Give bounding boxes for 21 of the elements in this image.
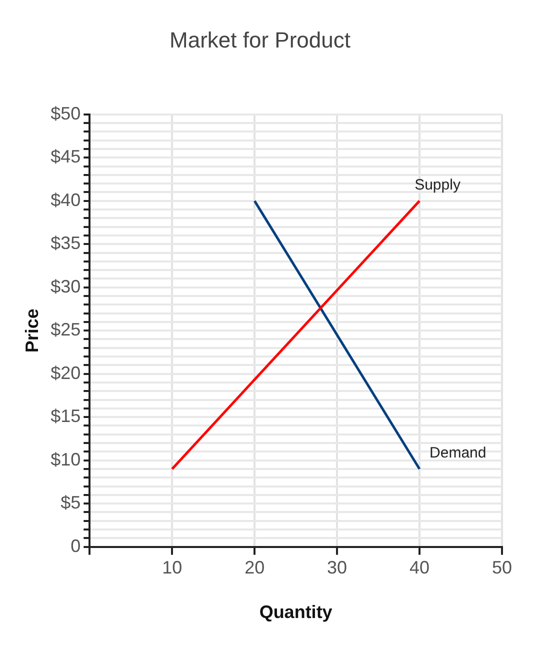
y-tick-label: $40 [50, 190, 81, 210]
y-tick-label: $20 [50, 362, 81, 383]
y-tick-label: $15 [50, 406, 81, 426]
x-axis-title: Quantity [259, 602, 332, 622]
series-label: Demand [430, 444, 486, 462]
y-tick-label: $25 [50, 320, 81, 340]
y-tick-label: $5 [60, 492, 81, 513]
y-tick-label: $30 [50, 276, 81, 296]
y-tick-label: 0 [70, 536, 81, 556]
y-axis-title: Price [22, 308, 42, 353]
chart-title: Market for Product [170, 27, 350, 52]
y-tick-label: $35 [50, 233, 81, 254]
x-tick-label: 10 [162, 558, 182, 578]
x-tick-label: 40 [410, 558, 430, 578]
y-tick-label: $10 [50, 449, 81, 470]
series-label: Supply [414, 176, 461, 194]
x-tick-label: 30 [327, 558, 348, 578]
y-tick-label: $45 [50, 146, 81, 167]
x-tick-label: 20 [244, 558, 265, 578]
x-tick-label: 50 [492, 558, 512, 578]
y-tick-label: $50 [50, 103, 81, 124]
